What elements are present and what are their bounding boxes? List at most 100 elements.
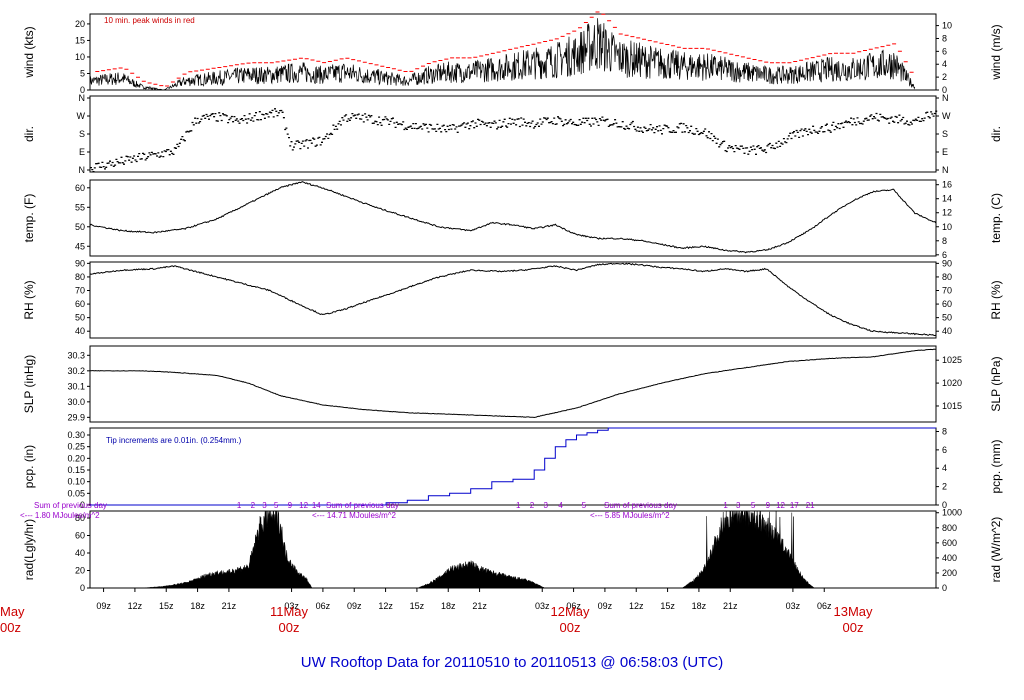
y-tick-label-right: 1020 [942,378,962,388]
y-axis-label-left: dir. [22,126,36,142]
radiation-area [90,511,936,588]
y-tick-label-right: 40 [942,326,952,336]
y-tick-label-right: S [942,129,948,139]
x-tick-label: 12z [378,601,393,611]
solar-hour-mark: 1 [516,501,521,510]
panel-wind: 0 5 10 15 20 0 2 4 6 8 10 wind (kts) wind (m/s) 10 mi… [22,12,1003,95]
y-tick-label-left: 50 [75,222,85,232]
solar-hour-mark: 1 [723,501,728,510]
solar-hour-mark: 3 [736,501,741,510]
rad-sum-value: <--- 1.80 MJoules/m^2 [20,511,100,520]
y-tick-label-right: 1000 [942,508,962,518]
y-tick-label-right: 70 [942,286,952,296]
y-tick-label-right: 2 [942,72,947,82]
solar-hour-mark: 2 [530,501,535,510]
wind-speed-series [90,18,915,90]
wind-direction-marks [90,109,937,172]
x-axis: 09z 12z 15z 18z 21z 03z 06z 09z 12z 15z 18z 21z 03z 0… [0,588,873,635]
x-tick-label: 09z [96,601,111,611]
date-label-hour: 00z [279,620,300,635]
panel-slp: 29.9 30.0 30.1 30.2 30.3 1015 1020 1025 SLP (inH… [22,346,1003,422]
y-tick-label-right: 200 [942,568,957,578]
x-tick-label: 18z [441,601,456,611]
x-tick-label: 21z [723,601,738,611]
y-axis-label-left: RH (%) [22,280,36,319]
solar-hour-mark: 5 [582,501,587,510]
y-tick-label-left: 0.20 [67,453,85,463]
x-tick-label: 06z [316,601,331,611]
y-axis-label-right: dir. [989,126,1003,142]
panel-pcp: 00.050.100.150.200.250.3002468pcp. (in) p… [22,426,1003,510]
y-tick-label-left: E [79,147,85,157]
y-axis-label-left: pcp. (in) [22,445,36,488]
y-tick-label-left: 60 [75,183,85,193]
y-tick-label-left: 90 [75,258,85,268]
y-axis-label-left: rad(Lgly/hr) [22,519,36,580]
temp-series [90,182,936,253]
y-tick-label-right: 0 [942,583,947,593]
y-axis-label-left: SLP (inHg) [22,355,36,413]
chart-title: UW Rooftop Data for 20110510 to 20110513… [301,654,723,671]
y-tick-label-right: 6 [942,46,947,56]
y-tick-label-left: 0.30 [67,430,85,440]
panel-rh: 40 50 60 70 80 90 40 50 60 70 80 90 RH (%) RH (%) [22,258,1003,338]
solar-hour-mark: 2 [251,501,256,510]
x-tick-label: 18z [692,601,707,611]
y-tick-label-left: N [79,93,86,103]
y-tick-label-left: 40 [75,548,85,558]
panel-temp: 455055606810121416temp. (F) temp. (C) [22,180,1003,260]
y-tick-label-left: 0.05 [67,488,85,498]
y-axis-label-left: temp. (F) [22,194,36,243]
y-axis-label-right: wind (m/s) [989,24,1003,80]
rad-sum-label: Sum of previous day [604,501,677,510]
y-tick-label-right: 4 [942,463,947,473]
solar-hour-mark: 12 [299,501,308,510]
y-tick-label-right: 90 [942,258,952,268]
rad-sum-value: <--- 5.85 MJoules/m^2 [590,511,670,520]
y-tick-label-left: 30.1 [67,381,85,391]
y-tick-label-right: N [942,93,949,103]
y-tick-label-right: 1025 [942,355,962,365]
x-tick-label: 09z [598,601,613,611]
y-tick-label-right: 14 [942,194,952,204]
rad-sum-value: <--- 14.71 MJoules/m^2 [312,511,397,520]
weather-chart: 051015200246810wind (kts) wind (m/s)10 mi… [0,0,1024,700]
solar-hour-mark: 9 [766,501,771,510]
y-tick-label-right: 6 [942,445,947,455]
solar-hour-mark: 17 [790,501,799,510]
y-tick-label-right: E [942,147,948,157]
y-tick-label-left: 30.3 [67,350,85,360]
y-tick-label-left: 40 [75,326,85,336]
y-tick-label-left: 0.10 [67,477,85,487]
x-tick-label: 12z [629,601,644,611]
x-tick-label: 15z [410,601,425,611]
x-tick-label: 03z [786,601,801,611]
y-tick-label-left: 45 [75,241,85,251]
y-tick-label-right: 8 [942,426,947,436]
x-tick-label: 15z [660,601,675,611]
solar-hour-mark: 5 [274,501,279,510]
y-tick-label-left: 60 [75,299,85,309]
date-label-day: May [0,604,25,619]
y-tick-label-left: 20 [75,19,85,29]
panel-rad: 02040608002004006008001000rad(Lgly/hr) ra… [20,501,1003,593]
panel-frame [90,262,936,338]
x-tick-label: 06z [817,601,832,611]
y-axis-label-right: SLP (hPa) [989,356,1003,411]
date-label-hour: 00z [0,620,21,635]
y-tick-label-right: 60 [942,299,952,309]
y-tick-label-left: 30.2 [67,366,85,376]
panel-frame [90,346,936,422]
date-label-hour: 00z [843,620,864,635]
y-axis-label-right: pcp. (mm) [989,439,1003,493]
date-label-day: 11May [270,604,309,619]
solar-hour-mark: 21 [806,501,815,510]
x-tick-label: 03z [535,601,550,611]
y-axis-label-right: temp. (C) [989,193,1003,243]
y-tick-label-right: 10 [942,21,952,31]
y-tick-label-left: 55 [75,202,85,212]
solar-hour-mark: 9 [288,501,293,510]
slp-series [90,349,936,417]
y-tick-label-left: 60 [75,531,85,541]
